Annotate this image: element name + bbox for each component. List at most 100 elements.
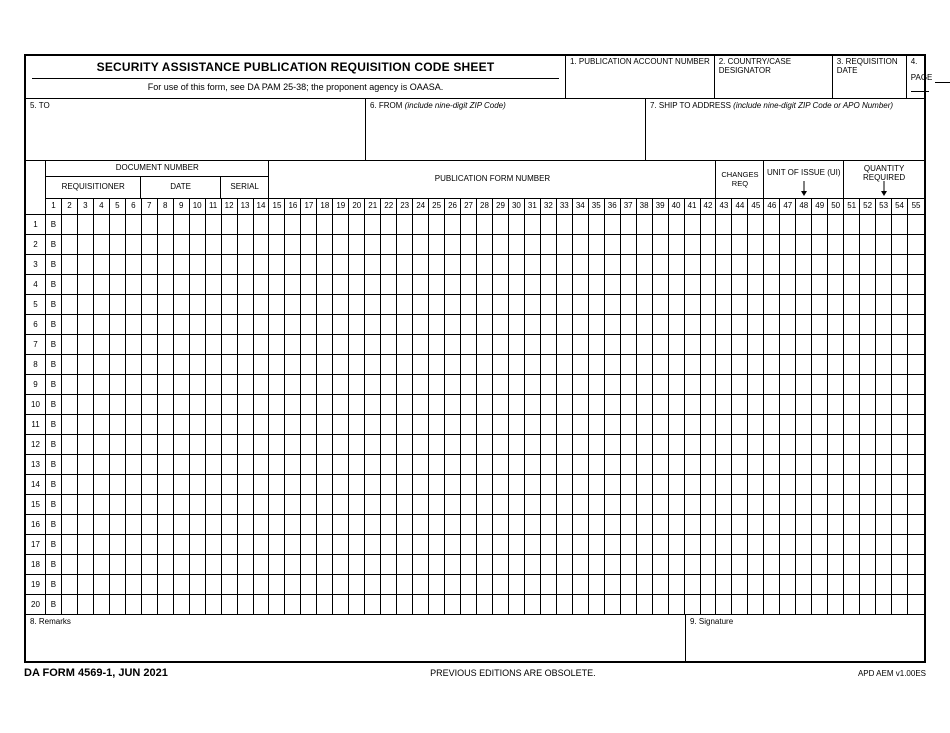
- cell[interactable]: [780, 455, 796, 475]
- cell[interactable]: [716, 255, 732, 275]
- cell[interactable]: [190, 395, 206, 415]
- cell[interactable]: [461, 475, 477, 495]
- cell[interactable]: [381, 415, 397, 435]
- cell[interactable]: [254, 395, 270, 415]
- cell[interactable]: [142, 335, 158, 355]
- cell[interactable]: [637, 415, 653, 435]
- cell[interactable]: [477, 435, 493, 455]
- cell[interactable]: [764, 475, 780, 495]
- cell[interactable]: [493, 255, 509, 275]
- cell[interactable]: [828, 295, 844, 315]
- cell[interactable]: [828, 555, 844, 575]
- cell[interactable]: [764, 275, 780, 295]
- cell[interactable]: [573, 255, 589, 275]
- cell[interactable]: [174, 475, 190, 495]
- cell[interactable]: [413, 515, 429, 535]
- cell[interactable]: [637, 355, 653, 375]
- cell[interactable]: [748, 315, 764, 335]
- cell[interactable]: [876, 575, 892, 595]
- cell[interactable]: [477, 255, 493, 275]
- cell[interactable]: [621, 355, 637, 375]
- cell[interactable]: [222, 335, 238, 355]
- cell[interactable]: [716, 415, 732, 435]
- cell[interactable]: [589, 215, 605, 235]
- cell[interactable]: [78, 595, 94, 615]
- cell[interactable]: [445, 395, 461, 415]
- cell[interactable]: B: [46, 315, 62, 335]
- cell[interactable]: [573, 475, 589, 495]
- cell[interactable]: B: [46, 235, 62, 255]
- cell[interactable]: [605, 575, 621, 595]
- cell[interactable]: [653, 535, 669, 555]
- cell[interactable]: [908, 255, 924, 275]
- cell[interactable]: [796, 595, 812, 615]
- cell[interactable]: [349, 315, 365, 335]
- cell[interactable]: [254, 595, 270, 615]
- cell[interactable]: [685, 235, 701, 255]
- cell[interactable]: [525, 375, 541, 395]
- cell[interactable]: [828, 435, 844, 455]
- cell[interactable]: [238, 455, 254, 475]
- cell[interactable]: [605, 495, 621, 515]
- cell[interactable]: [509, 555, 525, 575]
- cell[interactable]: [142, 355, 158, 375]
- cell[interactable]: [493, 555, 509, 575]
- cell[interactable]: [605, 355, 621, 375]
- cell[interactable]: [78, 235, 94, 255]
- cell[interactable]: [541, 315, 557, 335]
- cell[interactable]: [333, 435, 349, 455]
- cell[interactable]: [637, 235, 653, 255]
- cell[interactable]: [716, 475, 732, 495]
- cell[interactable]: [525, 215, 541, 235]
- cell[interactable]: [860, 515, 876, 535]
- cell[interactable]: [509, 535, 525, 555]
- cell[interactable]: [238, 515, 254, 535]
- cell[interactable]: [860, 275, 876, 295]
- cell[interactable]: [860, 295, 876, 315]
- cell[interactable]: [158, 555, 174, 575]
- cell[interactable]: [254, 415, 270, 435]
- cell[interactable]: [637, 595, 653, 615]
- cell[interactable]: [796, 295, 812, 315]
- cell[interactable]: [748, 435, 764, 455]
- cell[interactable]: [509, 235, 525, 255]
- cell[interactable]: [477, 555, 493, 575]
- cell[interactable]: [461, 515, 477, 535]
- cell[interactable]: [844, 335, 860, 355]
- cell[interactable]: [126, 595, 142, 615]
- cell[interactable]: [525, 495, 541, 515]
- cell[interactable]: [158, 495, 174, 515]
- cell[interactable]: [796, 575, 812, 595]
- cell[interactable]: [222, 275, 238, 295]
- cell[interactable]: [349, 535, 365, 555]
- cell[interactable]: [349, 475, 365, 495]
- cell[interactable]: [844, 475, 860, 495]
- cell[interactable]: [780, 555, 796, 575]
- cell[interactable]: [701, 595, 717, 615]
- cell[interactable]: [828, 575, 844, 595]
- cell[interactable]: [716, 355, 732, 375]
- cell[interactable]: [477, 295, 493, 315]
- cell[interactable]: [445, 275, 461, 295]
- cell[interactable]: [764, 595, 780, 615]
- cell[interactable]: B: [46, 475, 62, 495]
- cell[interactable]: [541, 255, 557, 275]
- cell[interactable]: [238, 275, 254, 295]
- cell[interactable]: [413, 455, 429, 475]
- cell[interactable]: [589, 255, 605, 275]
- cell[interactable]: [238, 235, 254, 255]
- cell[interactable]: [764, 215, 780, 235]
- cell[interactable]: [653, 275, 669, 295]
- cell[interactable]: [397, 535, 413, 555]
- cell[interactable]: [844, 515, 860, 535]
- cell[interactable]: [317, 275, 333, 295]
- cell[interactable]: [892, 295, 908, 315]
- cell[interactable]: [812, 335, 828, 355]
- cell[interactable]: [285, 435, 301, 455]
- cell[interactable]: [238, 335, 254, 355]
- cell[interactable]: [206, 255, 222, 275]
- cell[interactable]: [62, 395, 78, 415]
- cell[interactable]: [126, 495, 142, 515]
- cell[interactable]: [908, 535, 924, 555]
- cell[interactable]: [892, 495, 908, 515]
